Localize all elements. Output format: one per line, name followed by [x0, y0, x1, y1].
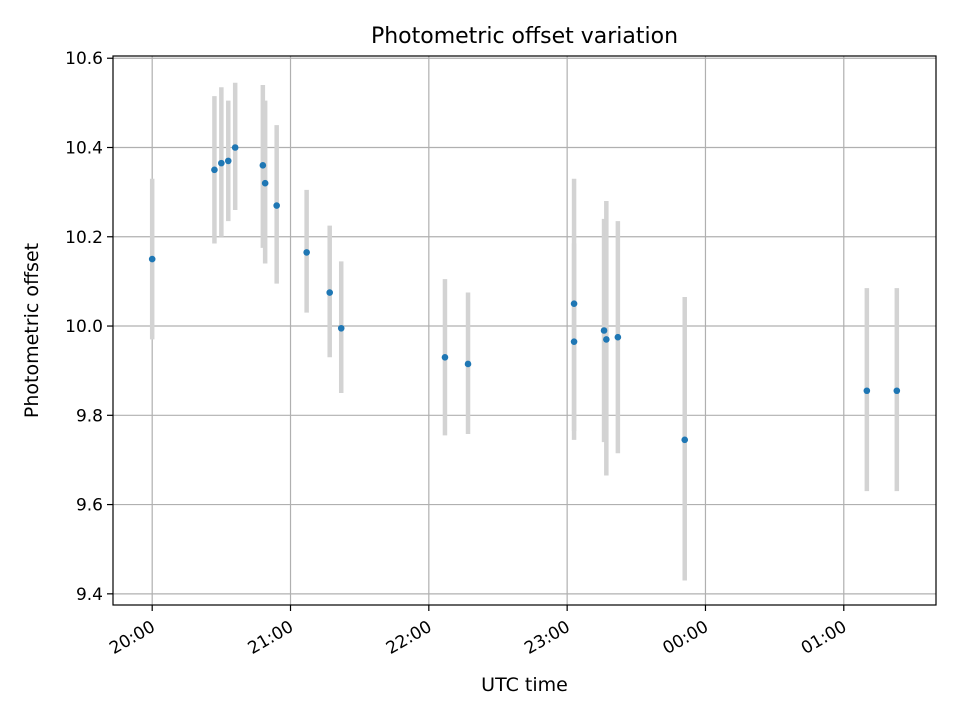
- y-axis-ticks: 9.4 9.6 9.8 10.0 10.2 10.4 10.6: [65, 49, 113, 605]
- data-point: [148, 255, 156, 263]
- data-point: [273, 202, 280, 209]
- data-point: [211, 166, 218, 174]
- grid: [113, 56, 936, 605]
- data-point: [681, 436, 689, 444]
- data-point: [893, 387, 901, 395]
- y-tick-label: 10.6: [65, 49, 103, 69]
- data-point: [224, 157, 232, 165]
- data-point: [570, 338, 578, 345]
- chart-title: Photometric offset variation: [371, 24, 678, 49]
- y-tick-label: 10.0: [65, 317, 103, 337]
- data-point: [600, 327, 608, 334]
- y-tick-label: 9.4: [76, 585, 103, 605]
- data-point: [570, 300, 578, 308]
- x-axis-label: UTC time: [481, 674, 568, 696]
- y-axis-label: Photometric offset: [21, 243, 43, 418]
- data-point: [326, 289, 334, 296]
- data-point: [337, 324, 345, 332]
- data-point: [614, 333, 622, 341]
- data-point: [863, 387, 871, 395]
- data-point: [303, 249, 310, 256]
- data-points: [148, 144, 901, 444]
- data-point: [231, 144, 239, 151]
- y-tick-label: 9.8: [76, 406, 103, 426]
- plot-frame: [112, 55, 937, 606]
- data-point: [603, 336, 610, 343]
- y-tick-label: 10.2: [65, 228, 103, 248]
- data-point: [464, 360, 472, 368]
- data-point: [441, 353, 449, 361]
- data-point: [259, 162, 267, 169]
- y-tick-label: 10.4: [65, 139, 103, 159]
- data-point: [261, 179, 269, 187]
- data-point: [218, 159, 225, 167]
- y-tick-label: 9.6: [76, 496, 103, 516]
